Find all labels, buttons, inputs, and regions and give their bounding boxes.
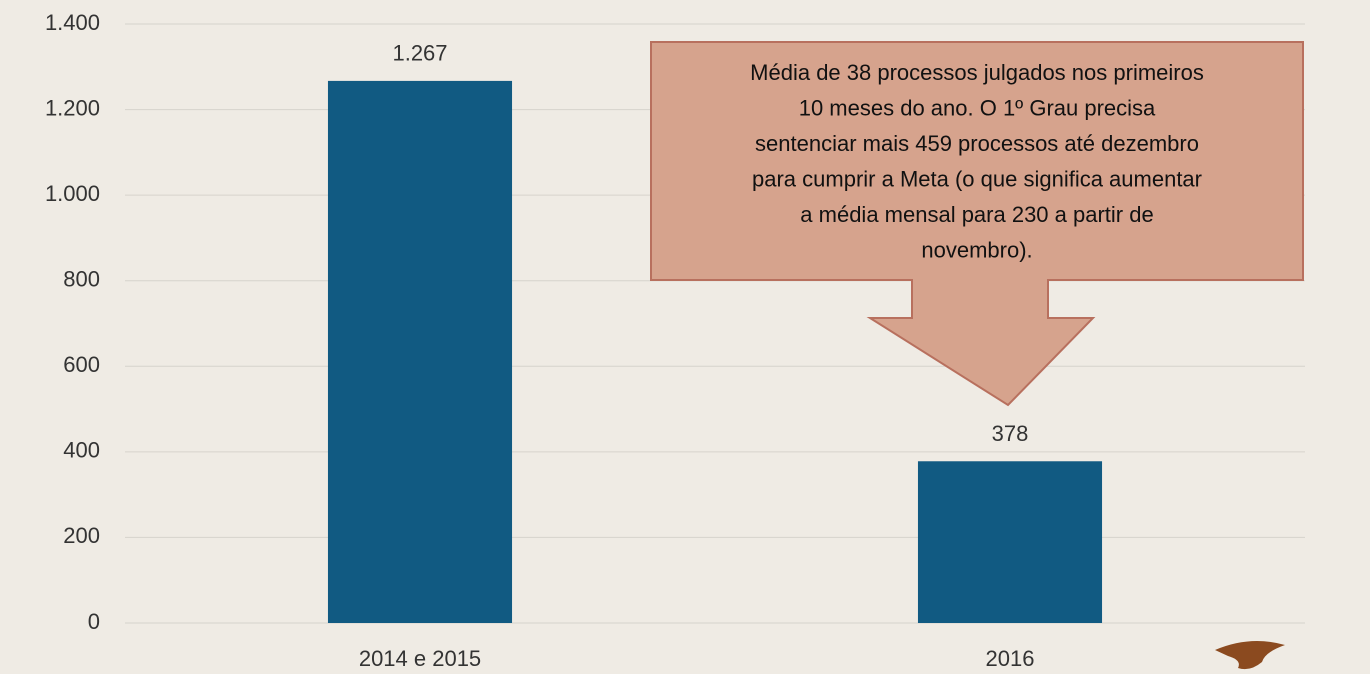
annotation-line: novembro). bbox=[921, 237, 1032, 262]
y-tick-label: 1.000 bbox=[45, 181, 100, 206]
y-tick-label: 1.400 bbox=[45, 10, 100, 35]
annotation-line: a média mensal para 230 a partir de bbox=[800, 202, 1153, 227]
x-tick-label: 2016 bbox=[986, 646, 1035, 671]
y-tick-label: 0 bbox=[88, 609, 100, 634]
eagle-logo bbox=[1215, 641, 1285, 670]
x-tick-label: 2014 e 2015 bbox=[359, 646, 481, 671]
y-tick-label: 400 bbox=[63, 438, 100, 463]
y-tick-label: 1.200 bbox=[45, 95, 100, 120]
annotation-line: sentenciar mais 459 processos até dezemb… bbox=[755, 131, 1199, 156]
bar bbox=[327, 80, 513, 623]
annotation-line: Média de 38 processos julgados nos prime… bbox=[750, 60, 1204, 85]
callout bbox=[650, 41, 1304, 407]
y-tick-label: 600 bbox=[63, 352, 100, 377]
annotation-line: para cumprir a Meta (o que significa aum… bbox=[752, 166, 1202, 191]
y-tick-label: 800 bbox=[63, 267, 100, 292]
bar bbox=[917, 461, 1103, 623]
annotation-line: 10 meses do ano. O 1º Grau precisa bbox=[799, 95, 1156, 120]
data-label: 1.267 bbox=[392, 41, 447, 66]
y-tick-label: 200 bbox=[63, 523, 100, 548]
data-label: 378 bbox=[992, 421, 1029, 446]
